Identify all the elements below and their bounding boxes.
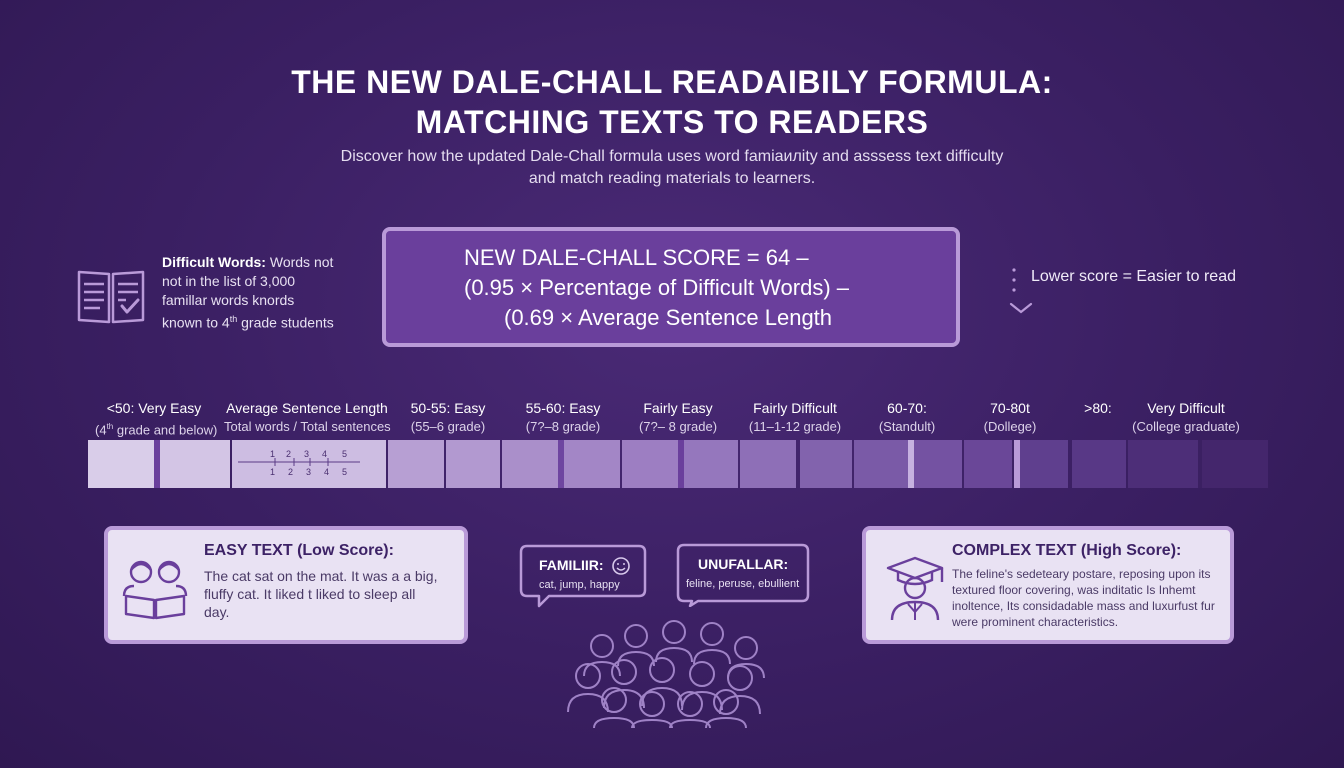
formula-line-1: NEW DALE-CHALL SCORE = 64 – — [464, 245, 809, 270]
scale-segment — [232, 440, 386, 488]
ruler-bottom-label: 1 — [270, 467, 275, 477]
ruler-top-label: 2 — [286, 449, 291, 459]
formula-line-2: (0.95 × Percentage of Difficult Words) – — [464, 275, 849, 300]
scale-segment — [446, 440, 500, 488]
complex-text-heading: COMPLEX TEXT (High Score): — [952, 542, 1182, 559]
scale-segment — [740, 440, 796, 488]
familiar-words-bubble: FAMILIIR: cat, jump, happy — [519, 544, 647, 608]
scale-label-80: >80: — [1084, 400, 1112, 416]
scale-segment — [1202, 440, 1268, 488]
scale-segment — [1128, 440, 1198, 488]
subtitle: Discover how the updated Dale-Chall form… — [0, 146, 1344, 190]
dotted-line-icon — [1012, 268, 1016, 292]
ruler-bottom-label: 3 — [306, 467, 311, 477]
scale-segment — [1072, 440, 1126, 488]
ruler-top-label: 3 — [304, 449, 309, 459]
subtitle-line-1: Discover how the updated Dale-Chall form… — [340, 148, 1004, 165]
chevron-down-icon — [1009, 302, 1033, 314]
scale-label-very-difficult: Very Difficult (College graduate) — [1132, 400, 1240, 434]
ruler-top-label: 4 — [322, 449, 327, 459]
scale-divider — [154, 440, 160, 488]
definition-text-4-post: grade students — [237, 314, 334, 331]
scale-segment — [622, 440, 678, 488]
scale-segment — [684, 440, 738, 488]
scale-label-55-60: 55-60: Easy (7?–8 grade) — [525, 400, 601, 434]
scale-segment — [914, 440, 962, 488]
scale-divider — [678, 440, 684, 488]
ruler-top-label: 1 — [270, 449, 275, 459]
easy-text-sample: The cat sat on the mat. It was a a big, … — [204, 568, 438, 620]
difficulty-scale-bar: 1 2 3 4 5 1 2 3 4 5 — [88, 440, 1268, 488]
complex-text-card: COMPLEX TEXT (High Score): The feline's … — [862, 526, 1234, 644]
scale-label-fairly-difficult: Fairly Difficult (11–1-12 grade) — [748, 400, 842, 434]
scale-divider — [1014, 440, 1020, 488]
scale-label-average-sentence-length: Average Sentence Length Total words / To… — [224, 400, 391, 434]
lower-score-note: Lower score = Easier to read — [1031, 268, 1236, 285]
unfamiliar-heading: UNUFALLAR: — [698, 556, 789, 572]
easy-text-heading: EASY TEXT (Low Score): — [204, 542, 394, 559]
ruler-bottom-label: 5 — [342, 467, 347, 477]
scale-segment — [1020, 440, 1068, 488]
ruler-top-label: 5 — [342, 449, 347, 459]
scale-divider — [1198, 440, 1202, 488]
formula-box: NEW DALE-CHALL SCORE = 64 – (0.95 × Perc… — [382, 227, 960, 347]
scale-segment — [964, 440, 1012, 488]
book-checklist-icon — [77, 270, 145, 324]
graduate-icon — [886, 556, 944, 621]
definition-text-1: Words not — [265, 254, 334, 270]
unfamiliar-words-bubble: UNUFALLAR: feline, peruse, ebullient — [676, 543, 810, 607]
scale-segment — [800, 440, 852, 488]
scale-label-60-70: 60-70: (Standult) — [878, 400, 936, 434]
familiar-heading: FAMILIIR: — [539, 557, 604, 573]
scale-divider — [558, 440, 564, 488]
easy-text-card: EASY TEXT (Low Score): The cat sat on th… — [104, 526, 468, 644]
scale-segment — [502, 440, 558, 488]
complex-text-sample: The feline's sedeteary postare, reposing… — [952, 567, 1215, 629]
title-line-1: THE NEW DALE-CHALL READAIBILY FORMULA: — [291, 64, 1053, 100]
subtitle-line-2: and match reading materials to learners. — [528, 170, 816, 187]
title-line-2: MATCHING TEXTS TO READERS — [415, 104, 929, 140]
unfamiliar-examples: feline, peruse, ebullient — [686, 578, 800, 590]
children-reading-icon — [122, 560, 188, 620]
definition-text-4: known to 4 — [162, 314, 230, 331]
page-title: THE NEW DALE-CHALL READAIBILY FORMULA: M… — [0, 62, 1344, 142]
scale-label-70-80: 70-80t (Dollege) — [983, 400, 1037, 434]
scale-segment — [388, 440, 444, 488]
definition-text-3: famillar words knords — [162, 292, 295, 308]
scale-label-very-easy: <50: Very Easy (4th grade and below) — [95, 400, 218, 438]
ruler-bottom-label: 2 — [288, 467, 293, 477]
definition-sup: th — [229, 314, 238, 324]
scale-divider — [908, 440, 914, 488]
smiley-icon — [612, 557, 630, 575]
scale-label-50-55: 50-55: Easy (55–6 grade) — [410, 400, 486, 434]
definition-term: Difficult Words: — [162, 254, 266, 270]
scale-segment — [88, 440, 154, 488]
formula-line-3: (0.69 × Average Sentence Length — [504, 305, 833, 330]
group-of-readers-icon — [567, 620, 765, 728]
difficult-words-definition: Difficult Words: Words not not in the li… — [162, 253, 377, 333]
definition-text-2: not in the list of 3,000 — [162, 273, 296, 289]
familiar-examples: cat, jump, happy — [539, 579, 620, 591]
scale-segment — [160, 440, 230, 488]
scale-segment — [564, 440, 620, 488]
ruler-bottom-label: 4 — [324, 467, 329, 477]
scale-segment — [854, 440, 908, 488]
scale-label-fairly-easy: Fairly Easy (7?– 8 grade) — [638, 400, 718, 434]
